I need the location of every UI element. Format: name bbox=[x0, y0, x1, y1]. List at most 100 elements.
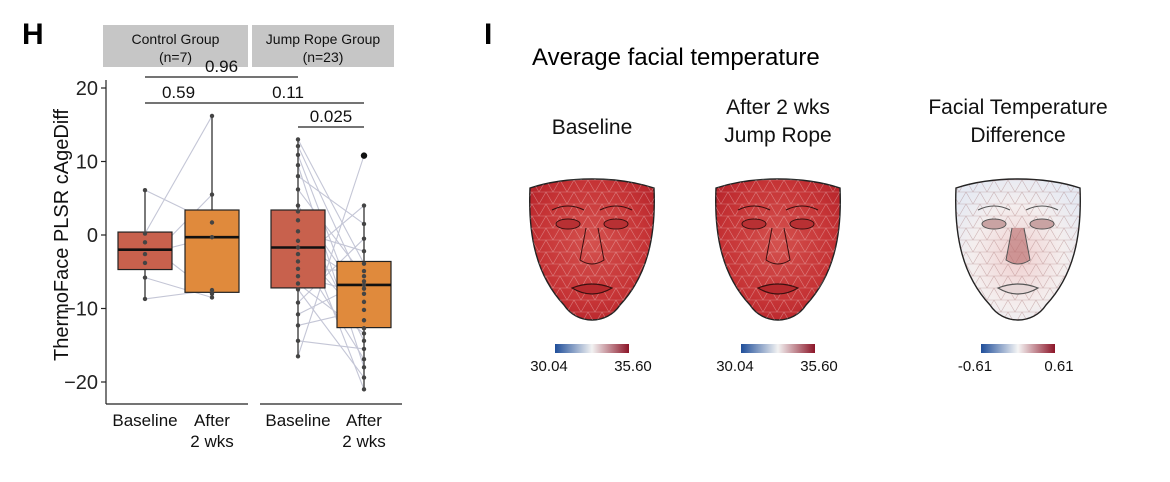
colorbar bbox=[555, 344, 629, 353]
face-mouth bbox=[996, 283, 1040, 295]
data-point bbox=[361, 282, 367, 288]
face-mouth bbox=[756, 283, 800, 295]
data-point bbox=[142, 251, 148, 257]
face-brow bbox=[785, 205, 819, 211]
pvalue-label: 0.96 bbox=[205, 57, 238, 76]
data-point bbox=[295, 273, 301, 279]
data-point bbox=[295, 209, 301, 214]
data-point bbox=[142, 231, 148, 236]
data-point bbox=[142, 187, 148, 193]
pvalue-label: 0.025 bbox=[310, 107, 353, 126]
outlier-point bbox=[360, 152, 368, 159]
data-point bbox=[295, 174, 301, 179]
pvalue-label: 0.59 bbox=[162, 83, 195, 102]
x-tick-label: Baseline bbox=[265, 411, 330, 430]
data-point bbox=[361, 236, 367, 241]
data-point bbox=[142, 260, 148, 266]
group-header-n: (n=23) bbox=[303, 49, 344, 65]
group-header-name: Jump Rope Group bbox=[266, 31, 381, 47]
data-point bbox=[361, 346, 367, 352]
face-brow bbox=[737, 205, 771, 211]
face-mesh bbox=[529, 179, 655, 320]
face-map: Facial Temperature Difference -0.61 0.61 bbox=[928, 96, 1107, 375]
face-brow bbox=[1025, 205, 1059, 211]
data-point bbox=[295, 162, 301, 168]
data-point bbox=[295, 312, 301, 317]
colorbar-max-label: 35.60 bbox=[800, 358, 838, 375]
x-tick-label: After bbox=[346, 411, 382, 430]
face-nose bbox=[1005, 227, 1031, 265]
data-point bbox=[361, 299, 367, 305]
group-header-name: Control Group bbox=[132, 31, 220, 47]
data-point bbox=[361, 307, 367, 313]
face-temperature-maps: Baseline 30.04 35.60 After 2 wks Jump Rope 30… bbox=[529, 96, 1108, 375]
data-point bbox=[295, 251, 301, 257]
x-tick-label: Baseline bbox=[112, 411, 177, 430]
data-point bbox=[361, 291, 367, 296]
data-point bbox=[361, 248, 367, 254]
face-brow bbox=[977, 205, 1011, 211]
data-point bbox=[295, 281, 301, 286]
panel-i-title: Average facial temperature bbox=[532, 44, 820, 71]
data-point bbox=[361, 286, 367, 291]
paired-line bbox=[297, 175, 365, 225]
data-point bbox=[361, 221, 367, 227]
face-brow bbox=[551, 205, 585, 211]
face-map-label: Baseline bbox=[552, 116, 633, 139]
data-point bbox=[361, 273, 367, 279]
colorbar-max-label: 35.60 bbox=[614, 358, 652, 375]
data-point bbox=[361, 268, 367, 274]
data-point bbox=[209, 287, 215, 293]
y-tick-label: −10 bbox=[64, 299, 98, 321]
data-point bbox=[295, 338, 301, 344]
paired-line bbox=[297, 340, 365, 350]
data-point bbox=[209, 113, 215, 119]
data-point bbox=[142, 240, 148, 245]
box-body bbox=[184, 209, 240, 293]
face-map: Baseline 30.04 35.60 bbox=[529, 116, 655, 375]
x-tick-label: 2 wks bbox=[342, 432, 385, 451]
face-eye bbox=[555, 218, 581, 230]
face-nose bbox=[579, 227, 605, 265]
data-point bbox=[295, 323, 301, 328]
data-point bbox=[361, 387, 367, 392]
data-point bbox=[361, 331, 367, 336]
paired-line bbox=[297, 139, 365, 264]
panel-i-letter: I bbox=[484, 18, 492, 51]
y-tick-label: 10 bbox=[76, 152, 98, 174]
colorbar bbox=[741, 344, 815, 353]
y-axis-label: ThermoFace PLSR cAgeDiff bbox=[51, 109, 73, 361]
data-point bbox=[295, 287, 301, 292]
paired-line bbox=[144, 277, 213, 299]
data-point bbox=[209, 295, 215, 300]
data-point bbox=[295, 238, 301, 244]
data-point bbox=[295, 143, 301, 149]
paired-line bbox=[297, 238, 365, 304]
data-point bbox=[361, 338, 367, 344]
colorbar-min-label: 30.04 bbox=[716, 358, 754, 375]
paired-line bbox=[297, 155, 365, 357]
data-point bbox=[295, 245, 301, 250]
group-header bbox=[252, 25, 394, 67]
data-point bbox=[361, 357, 367, 362]
colorbar-min-label: -0.61 bbox=[958, 358, 992, 375]
data-point bbox=[209, 192, 215, 197]
data-point bbox=[295, 266, 301, 272]
data-point bbox=[361, 261, 367, 266]
face-nose bbox=[765, 227, 791, 265]
face-eye bbox=[1029, 218, 1055, 230]
face-eye bbox=[789, 218, 815, 230]
colorbar-min-label: 30.04 bbox=[530, 358, 568, 375]
panel-h-letter: H bbox=[22, 18, 44, 51]
data-point bbox=[361, 279, 367, 284]
y-tick-label: 20 bbox=[76, 78, 98, 100]
data-point bbox=[361, 318, 367, 323]
data-point bbox=[295, 218, 301, 223]
face-map-label: After 2 wks bbox=[726, 96, 830, 119]
face-mesh bbox=[715, 179, 841, 320]
face-eye bbox=[981, 218, 1007, 230]
group-header-n: (n=7) bbox=[159, 49, 192, 65]
data-point bbox=[209, 235, 215, 240]
y-tick-label: 0 bbox=[87, 225, 98, 247]
